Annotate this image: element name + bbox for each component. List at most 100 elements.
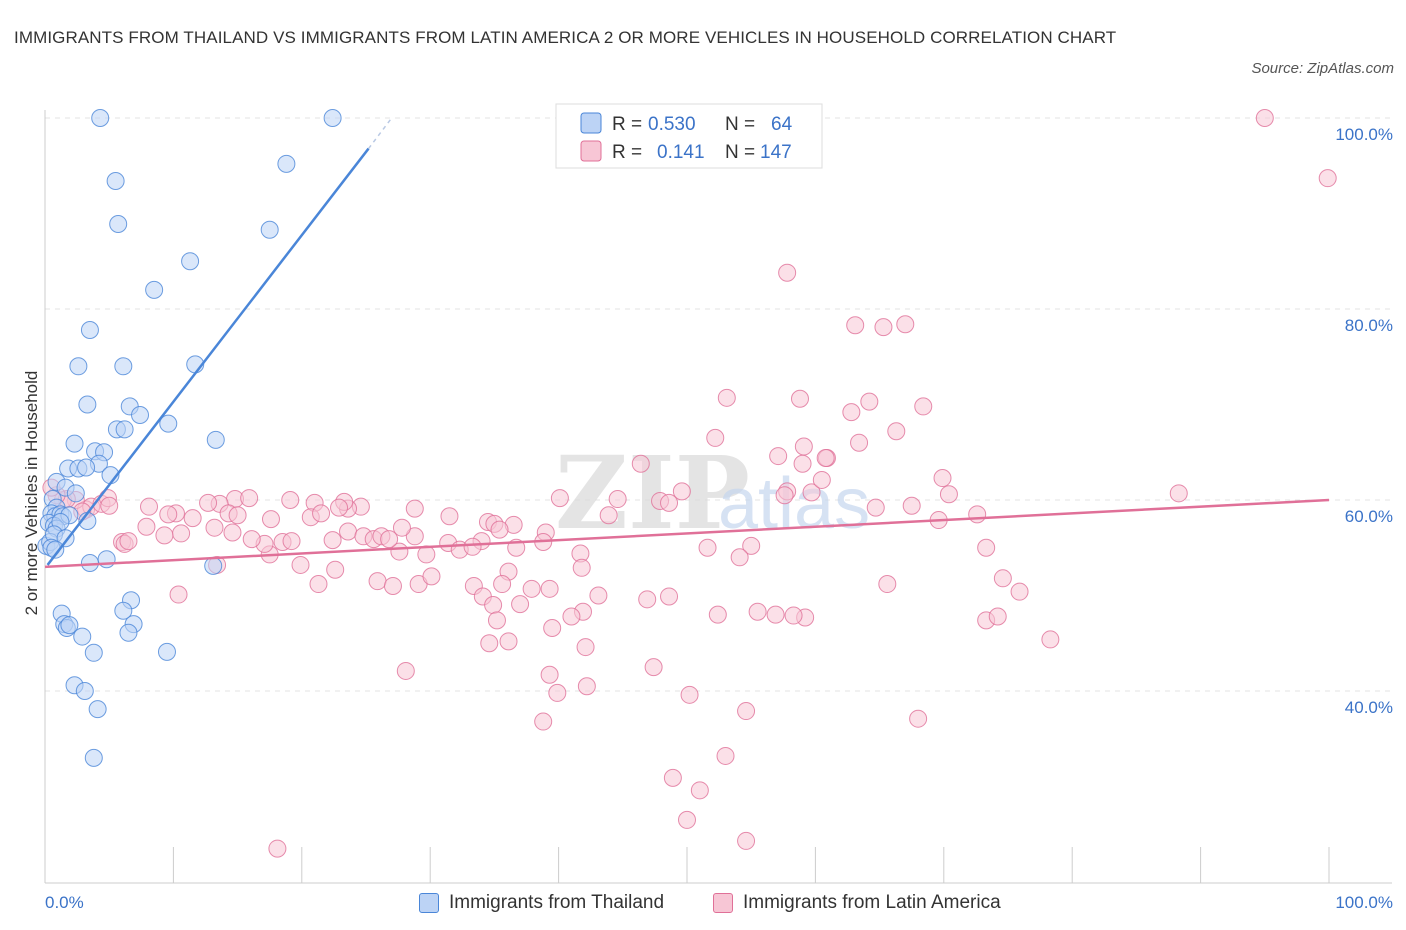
point-latin-america [159,505,178,524]
point-latin-america [534,712,553,731]
point-latin-america [672,482,691,501]
point-thailand [119,623,138,642]
point-thailand [260,220,279,239]
stats-legend: R = 0.530 N = 64 R = 0.141 N = 147 [555,103,823,169]
trend-line-latin-america [44,498,1330,569]
trend-line-thailand-extension [367,117,393,150]
point-latin-america [522,579,541,598]
point-latin-america [708,605,727,624]
point-latin-america [228,506,247,525]
point-latin-america [100,496,119,515]
legend-item-thailand: Immigrants from Thailand [419,888,664,918]
point-latin-america [860,392,879,411]
point-thailand [60,616,79,635]
point-latin-america [405,527,424,546]
point-thailand [77,458,96,477]
point-latin-america [769,447,788,466]
point-latin-america [644,658,663,677]
point-latin-america [716,746,735,765]
stats-n-label-latin-america: N = [725,142,755,163]
point-latin-america [326,560,345,579]
point-latin-america [490,520,509,539]
point-latin-america [312,504,331,523]
point-thailand [204,556,223,575]
point-latin-america [608,490,627,509]
y-tick-label: 100.0% [1335,125,1393,144]
y-tick-label: 40.0% [1345,698,1393,717]
stats-n-label-thailand: N = [725,114,755,135]
point-latin-america [282,532,301,551]
point-latin-america [339,522,358,541]
source-credit: Source: ZipAtlas.com [1251,60,1394,77]
point-latin-america [730,548,749,567]
point-latin-america [660,587,679,606]
point-latin-america [933,469,952,488]
point-latin-america [778,263,797,282]
point-latin-america [205,518,224,537]
point-latin-america [392,518,411,537]
point-thailand [66,484,85,503]
point-latin-america [866,498,885,517]
point-latin-america [119,532,138,551]
y-tick-labels: 40.0% 60.0% 80.0% 100.0% [1335,125,1393,717]
point-latin-america [914,397,933,416]
point-latin-america [550,489,569,508]
chart-title: IMMIGRANTS FROM THAILAND VS IMMIGRANTS F… [14,28,1117,47]
point-latin-america [968,505,987,524]
point-latin-america [993,569,1012,588]
point-latin-america [1041,630,1060,649]
point-latin-america [802,483,821,502]
point-latin-america [737,702,756,721]
point-thailand [46,540,65,559]
point-latin-america [463,537,482,556]
point-latin-america [874,318,893,337]
point-thailand [114,357,133,376]
point-latin-america [680,685,699,704]
point-thailand [131,406,150,425]
legend-swatch-thailand [419,893,439,913]
point-thailand [323,109,342,127]
point-latin-america [480,634,499,653]
point-latin-america [737,831,756,850]
point-thailand [56,529,75,548]
legend-swatch-latin-america [713,893,733,913]
point-latin-america [577,677,596,696]
point-latin-america [323,531,342,550]
point-latin-america [939,485,958,504]
point-latin-america [977,538,996,557]
x-tick-labels: 0.0% 100.0% [45,893,1393,912]
point-latin-america [706,428,725,447]
point-latin-america [291,555,310,574]
point-latin-america [511,595,530,614]
point-latin-america [678,810,696,829]
point-latin-america [842,403,861,422]
point-latin-america [790,389,809,408]
point-latin-america [330,498,349,517]
point-latin-america [896,315,915,334]
point-latin-america [548,683,567,702]
point-latin-america [543,618,562,637]
point-latin-america [440,507,459,526]
point-latin-america [717,388,736,407]
point-thailand [206,430,225,449]
stats-r-value-latin-america: 0.141 [657,142,705,163]
point-latin-america [988,607,1007,626]
series-thailand-points [37,109,342,767]
y-tick-label: 60.0% [1345,507,1393,526]
point-latin-america [562,607,581,626]
point-thailand [115,420,134,439]
point-thailand [106,172,125,191]
point-latin-america [784,606,803,625]
point-latin-america [1255,109,1274,127]
point-latin-america [902,496,921,515]
point-latin-america [493,575,512,594]
point-latin-america [405,499,424,518]
point-latin-america [422,567,441,586]
point-latin-america [576,638,595,657]
point-latin-america [1010,582,1029,601]
stats-r-value-thailand: 0.530 [648,114,696,135]
point-latin-america [383,576,402,595]
legend-label-latin-america: Immigrants from Latin America [743,892,1001,913]
point-latin-america [846,316,865,335]
